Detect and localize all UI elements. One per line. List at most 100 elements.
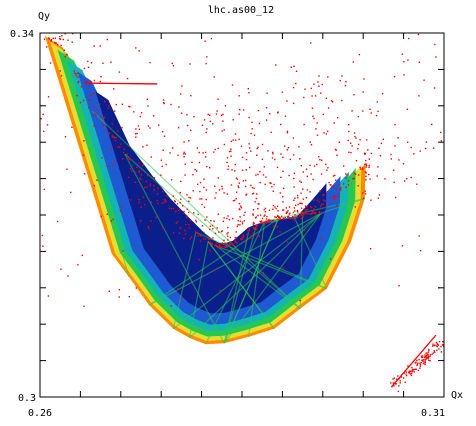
scatter-point — [11, 22, 12, 23]
scatter-point — [232, 119, 234, 121]
scatter-point — [410, 374, 413, 377]
scatter-point — [292, 211, 295, 214]
scatter-point — [290, 66, 292, 68]
scatter-point — [283, 145, 286, 147]
scatter-point — [242, 109, 245, 111]
scatter-point — [240, 145, 243, 147]
scatter-point — [348, 130, 350, 133]
scatter-point — [377, 166, 379, 168]
scatter-point — [257, 214, 259, 217]
scatter-point — [286, 149, 288, 151]
scatter-point — [157, 202, 159, 205]
scatter-point — [265, 119, 268, 121]
scatter-point — [390, 382, 392, 384]
scatter-point — [181, 85, 183, 87]
scatter-point — [106, 213, 108, 215]
scatter-point — [129, 168, 132, 170]
scatter-point — [267, 150, 269, 152]
scatter-point — [163, 102, 165, 104]
scatter-point — [344, 84, 347, 87]
scatter-point — [286, 130, 289, 132]
scatter-point — [212, 228, 214, 230]
scatter-point — [319, 190, 321, 192]
scatter-point — [252, 226, 254, 229]
scatter-point — [282, 187, 285, 190]
scatter-point — [25, 55, 26, 56]
scatter-point — [297, 197, 299, 199]
scatter-point — [296, 210, 299, 212]
scatter-point — [306, 189, 309, 191]
scatter-point — [153, 115, 155, 117]
scatter-point — [143, 186, 146, 189]
scatter-point — [268, 220, 270, 222]
scatter-point — [111, 123, 113, 125]
scatter-point — [209, 120, 212, 123]
scatter-point — [340, 187, 342, 189]
scatter-point — [83, 305, 85, 307]
scatter-point — [71, 41, 73, 43]
scatter-point — [162, 149, 164, 151]
scatter-point — [310, 87, 312, 90]
scatter-point — [316, 122, 318, 124]
scatter-point — [260, 221, 262, 223]
scatter-point — [122, 158, 124, 160]
scatter-point — [364, 171, 367, 173]
scatter-point — [355, 160, 358, 162]
scatter-point — [254, 201, 256, 203]
scatter-point — [59, 35, 61, 38]
scatter-point — [434, 351, 436, 353]
scatter-point — [183, 156, 185, 158]
scatter-point — [332, 101, 334, 103]
scatter-point — [177, 154, 179, 157]
scatter-point — [419, 150, 421, 152]
scatter-point — [135, 136, 137, 138]
scatter-point — [62, 38, 64, 41]
scatter-point — [357, 115, 360, 118]
scatter-point — [365, 159, 367, 162]
scatter-point — [160, 174, 162, 176]
scatter-point — [16, 13, 17, 14]
scatter-point — [354, 173, 357, 175]
scatter-point — [313, 212, 315, 214]
scatter-point — [419, 364, 422, 366]
scatter-point — [282, 267, 284, 270]
scatter-point — [136, 166, 138, 169]
scatter-point — [423, 358, 425, 361]
scatter-point — [365, 166, 367, 168]
scatter-point — [409, 370, 412, 373]
scatter-point — [240, 207, 242, 209]
scatter-point — [251, 121, 253, 124]
scatter-point — [431, 353, 433, 355]
footprint-hatch-line — [148, 218, 279, 306]
scatter-point — [297, 203, 299, 206]
scatter-point — [327, 76, 329, 78]
scatter-point — [216, 242, 218, 244]
scatter-point — [81, 254, 83, 257]
scatter-point — [274, 216, 276, 218]
scatter-point — [250, 235, 252, 237]
scatter-point — [210, 242, 212, 245]
scatter-point — [407, 59, 409, 61]
scatter-point — [432, 343, 434, 345]
scatter-point — [120, 206, 123, 208]
scatter-point — [282, 217, 285, 219]
scatter-point — [376, 101, 379, 103]
scatter-point — [309, 206, 312, 208]
scatter-point — [266, 215, 268, 218]
scatter-point — [336, 117, 339, 119]
scatter-point — [185, 223, 187, 226]
scatter-point — [316, 163, 318, 166]
scatter-point — [287, 147, 290, 149]
scatter-point — [117, 130, 119, 132]
scatter-point — [215, 192, 217, 194]
scatter-point — [163, 102, 165, 105]
scatter-point — [210, 37, 213, 40]
scatter-point — [332, 196, 334, 199]
scatter-point — [197, 235, 199, 237]
scatter-point — [311, 95, 313, 97]
scatter-point — [398, 385, 400, 387]
scatter-point — [212, 237, 214, 239]
scatter-point — [253, 227, 256, 229]
scatter-point — [217, 213, 219, 215]
scatter-point — [350, 142, 352, 144]
